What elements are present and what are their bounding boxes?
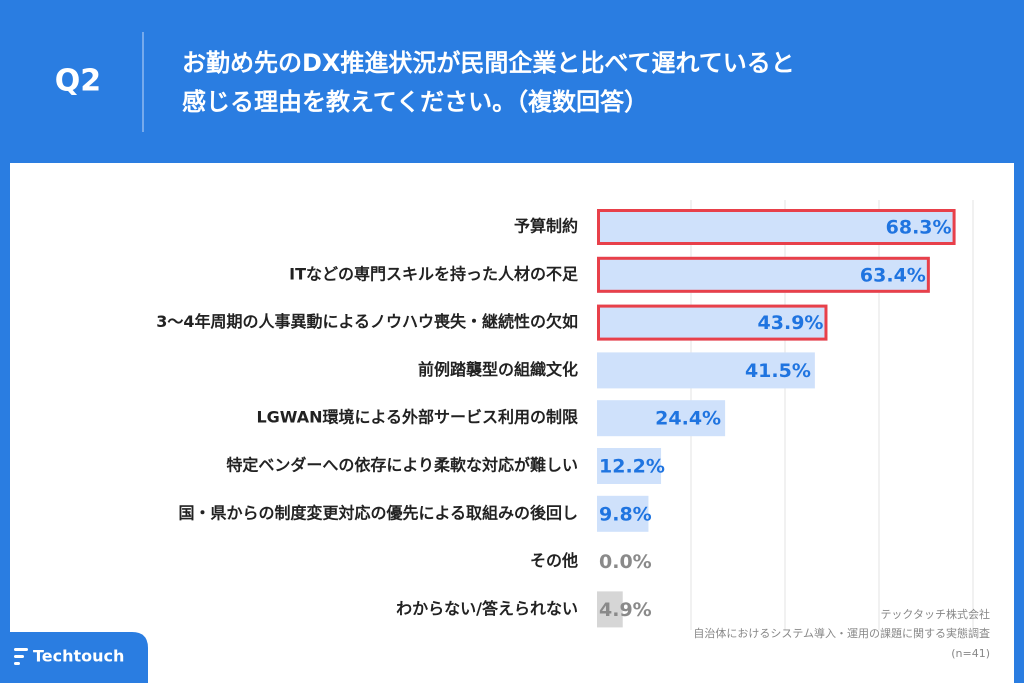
value-label: 9.8% bbox=[599, 503, 652, 525]
category-label: LGWAN環境による外部サービス利用の制限 bbox=[256, 408, 579, 427]
logo-icon bbox=[14, 648, 28, 665]
panel bbox=[10, 163, 1014, 683]
bar bbox=[597, 400, 726, 437]
question-label: Q2 bbox=[55, 64, 101, 99]
source-text: テックタッチ株式会社 bbox=[880, 607, 990, 621]
category-label: 予算制約 bbox=[514, 217, 578, 236]
highlight-outline bbox=[597, 209, 956, 245]
source-text: (n=41) bbox=[951, 647, 990, 660]
value-label: 41.5% bbox=[745, 360, 811, 382]
bar bbox=[597, 304, 828, 341]
source-text: 自治体におけるシステム導入・運用の課題に関する実態調査 bbox=[693, 626, 990, 640]
bar bbox=[597, 256, 930, 293]
logo-tab bbox=[0, 632, 148, 683]
value-label: 63.4% bbox=[860, 264, 926, 286]
highlight-outline bbox=[597, 256, 930, 293]
category-label: 国・県からの制度変更対応の優先による取組みの後回し bbox=[178, 503, 578, 522]
category-label: わからない/答えられない bbox=[396, 599, 578, 618]
category-label: その他 bbox=[530, 551, 578, 570]
category-label: ITなどの専門スキルを持った人材の不足 bbox=[289, 264, 579, 283]
value-label: 12.2% bbox=[599, 456, 665, 478]
value-label: 0.0% bbox=[599, 551, 652, 573]
category-label: 前例踏襲型の組織文化 bbox=[418, 360, 578, 379]
category-label: 特定ベンダーへの依存により柔軟な対応が難しい bbox=[226, 456, 578, 475]
highlight-outline bbox=[597, 304, 828, 341]
bar bbox=[597, 495, 649, 532]
bar bbox=[597, 209, 956, 245]
value-label: 43.9% bbox=[758, 312, 824, 334]
bar bbox=[597, 448, 662, 484]
category-label: 3〜4年周期の人事異動によるノウハウ喪失・継続性の欠如 bbox=[156, 312, 578, 331]
value-label: 4.9% bbox=[599, 599, 652, 621]
value-label: 68.3% bbox=[886, 217, 952, 239]
value-label: 24.4% bbox=[655, 408, 721, 430]
bar bbox=[597, 352, 815, 389]
bar bbox=[597, 591, 623, 628]
title-line: お勤め先のDX推進状況が民間企業と比べて遅れていると bbox=[182, 49, 795, 77]
title-line: 感じる理由を教えてください。（複数回答） bbox=[182, 88, 648, 116]
plot: 予算制約 68.3% ITなどの専門スキルを持った人材の不足 63.4% 3〜4年周期の… bbox=[156, 209, 956, 628]
logo-text: Techtouch bbox=[33, 647, 124, 666]
